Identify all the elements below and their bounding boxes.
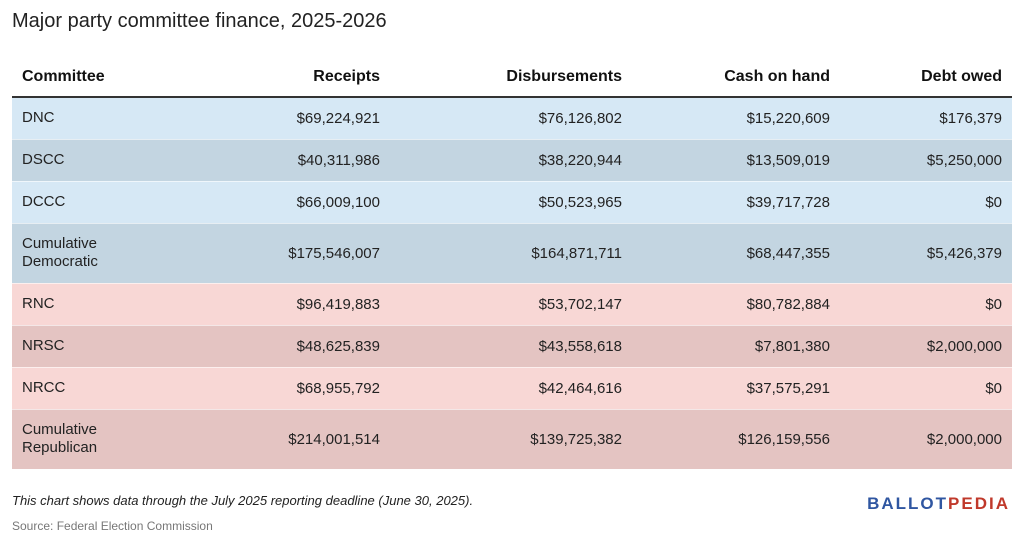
table-row: DNC $69,224,921 $76,126,802 $15,220,609 $176… [12, 96, 1012, 139]
finance-table: Committee Receipts Disbursements Cash on… [12, 58, 1012, 469]
ballotpedia-logo[interactable]: BALLOTPEDIA [867, 494, 1010, 514]
committee-name-cell: DSCC [12, 138, 182, 181]
table-row: DSCC $40,311,986 $38,220,944 $13,509,019 $5,… [12, 138, 1012, 181]
value-cell: $38,220,944 [390, 138, 632, 181]
column-header: Debt owed [840, 58, 1012, 98]
committee-name-cell: NRSC [12, 324, 182, 367]
value-cell: $66,009,100 [182, 180, 390, 223]
value-cell: $68,955,792 [182, 366, 390, 409]
column-header: Receipts [182, 58, 390, 98]
committee-name-cell: DNC [12, 96, 182, 139]
source-text: Source: Federal Election Commission [12, 519, 213, 533]
value-cell: $0 [840, 282, 1012, 325]
value-cell: $43,558,618 [390, 324, 632, 367]
committee-name-cell: NRCC [12, 366, 182, 409]
logo-part-1: BALLOT [867, 494, 949, 513]
value-cell: $37,575,291 [632, 366, 840, 409]
column-header: Disbursements [390, 58, 632, 98]
committee-name-cell: Cumulative Democratic [12, 222, 182, 283]
value-cell: $214,001,514 [182, 408, 390, 469]
header-row: Committee Receipts Disbursements Cash on… [12, 58, 1012, 98]
table-row: NRSC $48,625,839 $43,558,618 $7,801,380 $2,0… [12, 324, 1012, 367]
table-row: Cumulative Republican $214,001,514 $139,725… [12, 408, 1012, 469]
logo-part-2: PEDIA [948, 494, 1010, 513]
chart-title: Major party committee finance, 2025-2026 [12, 10, 387, 32]
value-cell: $48,625,839 [182, 324, 390, 367]
value-cell: $164,871,711 [390, 222, 632, 283]
value-cell: $50,523,965 [390, 180, 632, 223]
table-row: RNC $96,419,883 $53,702,147 $80,782,884 $0 [12, 282, 1012, 325]
value-cell: $5,426,379 [840, 222, 1012, 283]
value-cell: $53,702,147 [390, 282, 632, 325]
value-cell: $42,464,616 [390, 366, 632, 409]
value-cell: $96,419,883 [182, 282, 390, 325]
column-header: Committee [12, 58, 182, 98]
value-cell: $2,000,000 [840, 408, 1012, 469]
table-body: DNC $69,224,921 $76,126,802 $15,220,609 $176… [12, 96, 1012, 469]
value-cell: $176,379 [840, 96, 1012, 139]
value-cell: $39,717,728 [632, 180, 840, 223]
value-cell: $69,224,921 [182, 96, 390, 139]
value-cell: $126,159,556 [632, 408, 840, 469]
committee-name-cell: DCCC [12, 180, 182, 223]
committee-name-cell: Cumulative Republican [12, 408, 182, 469]
value-cell: $0 [840, 366, 1012, 409]
value-cell: $0 [840, 180, 1012, 223]
value-cell: $13,509,019 [632, 138, 840, 181]
value-cell: $68,447,355 [632, 222, 840, 283]
table-row: NRCC $68,955,792 $42,464,616 $37,575,291 $0 [12, 366, 1012, 409]
table-row: DCCC $66,009,100 $50,523,965 $39,717,728 $0 [12, 180, 1012, 223]
footnote: This chart shows data through the July 2… [12, 493, 474, 508]
value-cell: $15,220,609 [632, 96, 840, 139]
column-header: Cash on hand [632, 58, 840, 98]
value-cell: $139,725,382 [390, 408, 632, 469]
value-cell: $80,782,884 [632, 282, 840, 325]
value-cell: $175,546,007 [182, 222, 390, 283]
value-cell: $5,250,000 [840, 138, 1012, 181]
committee-name-cell: RNC [12, 282, 182, 325]
value-cell: $7,801,380 [632, 324, 840, 367]
value-cell: $2,000,000 [840, 324, 1012, 367]
value-cell: $76,126,802 [390, 96, 632, 139]
table-row: Cumulative Democratic $175,546,007 $164,871… [12, 222, 1012, 283]
value-cell: $40,311,986 [182, 138, 390, 181]
